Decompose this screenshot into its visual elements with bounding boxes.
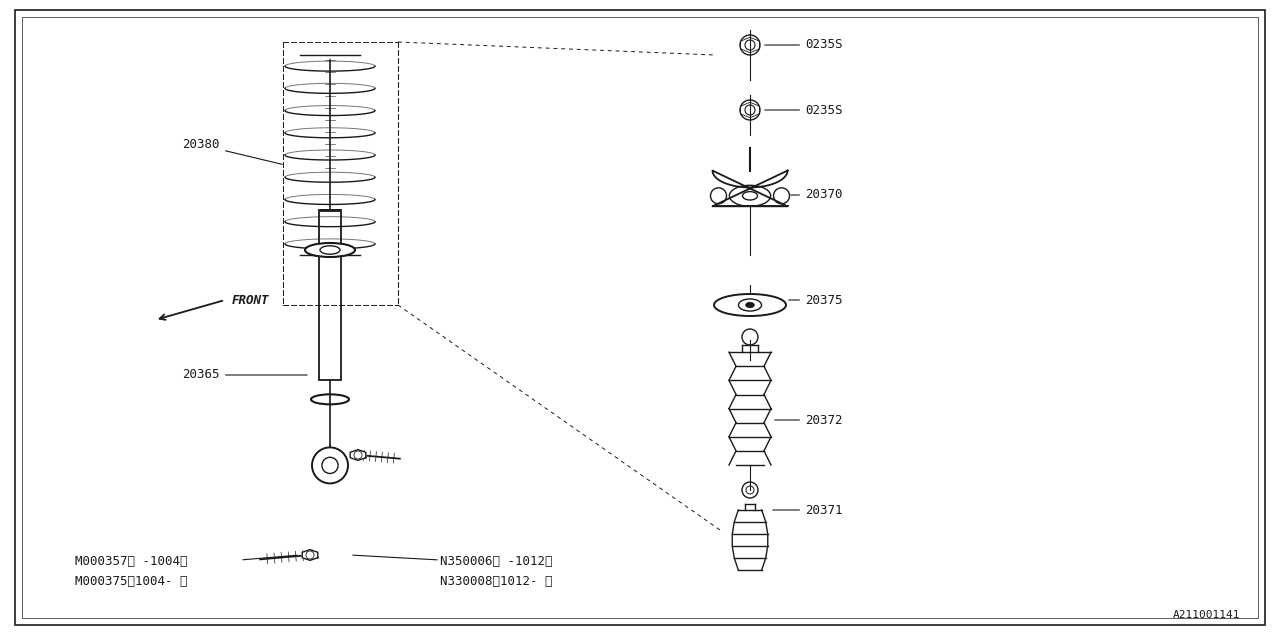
Ellipse shape <box>746 302 754 308</box>
Text: 20380: 20380 <box>183 138 283 164</box>
Text: M000357〈 -1004〉: M000357〈 -1004〉 <box>76 555 187 568</box>
Text: 0235S: 0235S <box>764 104 842 116</box>
Text: A211001141: A211001141 <box>1172 610 1240 620</box>
Text: 20370: 20370 <box>791 189 842 202</box>
Text: N330008〈1012- 〉: N330008〈1012- 〉 <box>440 575 553 588</box>
Bar <box>319 211 340 380</box>
Text: 20365: 20365 <box>183 369 307 381</box>
Text: FRONT: FRONT <box>232 294 270 307</box>
Polygon shape <box>713 171 787 206</box>
Text: 20371: 20371 <box>773 504 842 516</box>
Text: N350006〈 -1012〉: N350006〈 -1012〉 <box>440 555 553 568</box>
Polygon shape <box>351 449 366 460</box>
Polygon shape <box>302 550 317 561</box>
Ellipse shape <box>305 243 355 257</box>
Text: 20372: 20372 <box>774 413 842 426</box>
Ellipse shape <box>714 294 786 316</box>
Text: M000375〈1004- 〉: M000375〈1004- 〉 <box>76 575 187 588</box>
Text: 20375: 20375 <box>788 294 842 307</box>
Text: 0235S: 0235S <box>764 38 842 51</box>
